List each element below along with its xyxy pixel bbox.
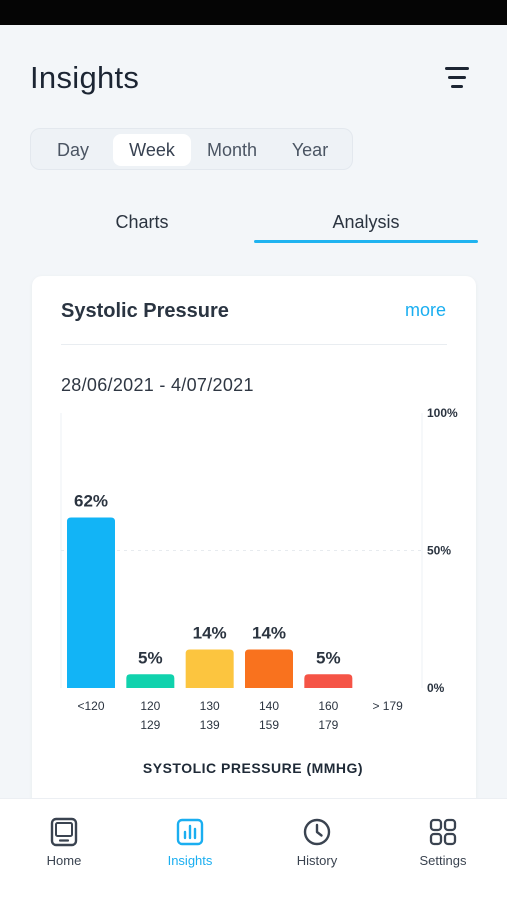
tab-analysis[interactable]: Analysis <box>332 212 400 232</box>
status-bar <box>0 0 507 25</box>
systolic-bar-chart: 100% 50% 0% 62% <120 5% 120 129 14% 130 139 14% 140 1… <box>60 406 458 776</box>
x-category-label: 140 <box>259 699 279 713</box>
x-category-label: 129 <box>140 718 160 732</box>
period-tab-month[interactable]: Month <box>206 139 258 160</box>
bar-value-label: 5% <box>138 648 163 667</box>
x-category-label: 120 <box>140 699 160 713</box>
tab-charts[interactable]: Charts <box>115 212 169 232</box>
bar-value-label: 62% <box>74 492 108 511</box>
period-selector: Day Week Month Year <box>30 128 353 170</box>
nav-settings-label: Settings <box>419 853 467 868</box>
card-divider <box>61 344 447 345</box>
x-category-label: 160 <box>318 699 338 713</box>
clock-icon <box>303 818 331 846</box>
bar-value-label: 14% <box>252 624 286 643</box>
x-category-label: > 179 <box>372 699 403 713</box>
filter-icon-line-2 <box>448 76 466 79</box>
filter-menu-button[interactable] <box>440 64 474 92</box>
tablet-icon <box>50 817 78 847</box>
bar-3 <box>245 649 293 688</box>
bar-value-label: 5% <box>316 648 341 667</box>
x-category-label: 130 <box>200 699 220 713</box>
systolic-card: Systolic Pressure more 28/06/2021 - 4/07… <box>32 276 476 836</box>
x-category-label: 179 <box>318 718 338 732</box>
bar-chart-icon <box>176 818 204 846</box>
nav-insights-label: Insights <box>167 853 213 868</box>
period-tab-day[interactable]: Day <box>56 139 89 160</box>
filter-icon-line-3 <box>451 85 463 88</box>
nav-insights[interactable]: Insights <box>127 799 253 901</box>
x-axis-title: SYSTOLIC PRESSURE (MMHG) <box>143 760 363 776</box>
x-category-label: 159 <box>259 718 279 732</box>
bar-1 <box>126 674 175 688</box>
nav-settings[interactable]: Settings <box>380 799 506 901</box>
bar-0 <box>67 517 115 688</box>
bottom-nav: Home Insights History Settings <box>0 798 507 901</box>
y-tick-label: 100% <box>427 406 458 420</box>
y-tick-label: 50% <box>427 544 451 558</box>
view-tabs: Charts Analysis <box>30 212 478 246</box>
page-title: Insights <box>30 60 140 95</box>
bar-4 <box>304 674 353 688</box>
x-category-label: <120 <box>77 699 104 713</box>
period-tab-week[interactable]: Week <box>113 134 191 166</box>
grid-icon <box>429 818 457 846</box>
more-link[interactable]: more <box>404 300 446 320</box>
nav-home-label: Home <box>46 853 82 868</box>
nav-home[interactable]: Home <box>1 799 127 901</box>
nav-history[interactable]: History <box>254 799 380 901</box>
date-range: 28/06/2021 - 4/07/2021 <box>61 375 254 395</box>
period-tab-year[interactable]: Year <box>291 139 329 160</box>
bar-2 <box>185 649 234 688</box>
y-tick-label: 0% <box>427 681 445 695</box>
nav-history-label: History <box>296 853 338 868</box>
card-title: Systolic Pressure <box>61 300 229 322</box>
x-category-label: 139 <box>200 718 220 732</box>
bar-value-label: 14% <box>193 624 227 643</box>
active-tab-underline <box>254 240 478 243</box>
filter-icon-line-1 <box>445 67 469 70</box>
